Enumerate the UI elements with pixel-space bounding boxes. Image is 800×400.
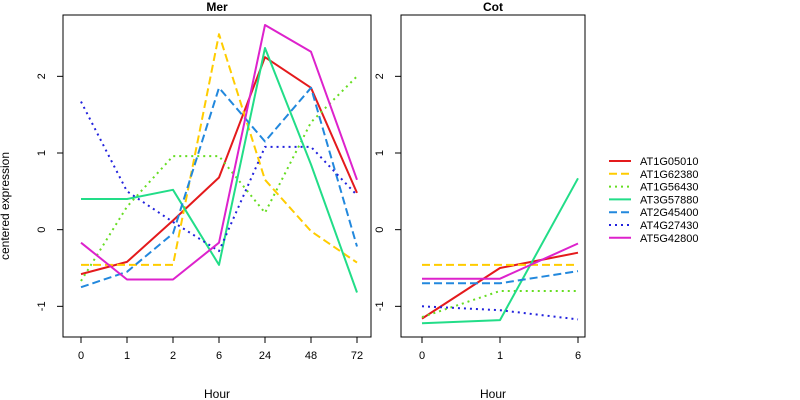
legend-label: AT5G42800 [640, 233, 699, 245]
x-tick-label: 0 [78, 350, 84, 362]
panels: Mer 0 1 2 6 24 48 72 Hour -1 0 1 2 Cot 0 1 6 Hour -1 0 1 2 [36, 0, 586, 400]
x-tick-label: 48 [305, 350, 317, 362]
series-line-at3g57880 [421, 177, 579, 325]
x-tick-label: 0 [419, 350, 425, 362]
series-line-at2g45400 [422, 270, 579, 285]
x-tick-label: 6 [575, 350, 581, 362]
y-axis-label: centered expression [0, 152, 12, 260]
series-line-at3g57880 [81, 47, 358, 293]
x-tick-label: 1 [124, 350, 130, 362]
x-axis-label: Hour [480, 387, 506, 400]
y-tick-label: -1 [36, 301, 48, 311]
legend-item: AT5G42800 [609, 233, 699, 245]
panel-cot: Cot 0 1 6 Hour -1 0 1 2 [374, 0, 586, 400]
series-line-at1g05010 [421, 251, 579, 320]
legend-label: AT1G56430 [640, 182, 699, 194]
panel-title: Cot [483, 0, 503, 14]
legend-item: AT1G62380 [609, 169, 699, 181]
y-tick-label: 0 [374, 227, 386, 233]
x-tick-label: 2 [170, 350, 176, 362]
x-tick-label: 6 [216, 350, 222, 362]
series-line-at5g42800 [80, 24, 358, 281]
y-tick-label: -1 [374, 301, 386, 311]
legend-item: AT3G57880 [609, 194, 699, 206]
legend-label: AT4G27430 [640, 220, 699, 232]
legend-label: AT2G45400 [640, 207, 699, 219]
x-axis-label: Hour [204, 387, 230, 400]
series-line-at1g62380 [81, 33, 358, 266]
series-line-at5g42800 [422, 242, 579, 280]
series-line-at4g27430 [421, 305, 579, 321]
legend-item: AT1G56430 [609, 182, 699, 194]
y-tick-label: 1 [374, 150, 386, 156]
series-line-at4g27430 [80, 101, 358, 253]
x-tick-label: 72 [351, 350, 363, 362]
legend-item: AT4G27430 [609, 220, 699, 232]
legend: AT1G05010AT1G62380AT1G56430AT3G57880AT2G… [609, 156, 699, 245]
legend-label: AT3G57880 [640, 194, 699, 206]
legend-item: AT1G05010 [609, 156, 699, 168]
panel-title: Mer [206, 0, 228, 14]
y-tick-label: 0 [36, 227, 48, 233]
legend-label: AT1G62380 [640, 169, 699, 181]
plot-frame [400, 14, 586, 338]
panel-mer: Mer 0 1 2 6 24 48 72 Hour -1 0 1 2 [36, 0, 372, 400]
x-tick-label: 1 [497, 350, 503, 362]
y-tick-label: 2 [374, 73, 386, 79]
y-tick-label: 1 [36, 150, 48, 156]
legend-label: AT1G05010 [640, 156, 699, 168]
y-tick-label: 2 [36, 73, 48, 79]
plot-frame [62, 14, 372, 338]
x-tick-label: 24 [259, 350, 271, 362]
legend-item: AT2G45400 [609, 207, 699, 219]
series-line-at2g45400 [80, 86, 358, 289]
